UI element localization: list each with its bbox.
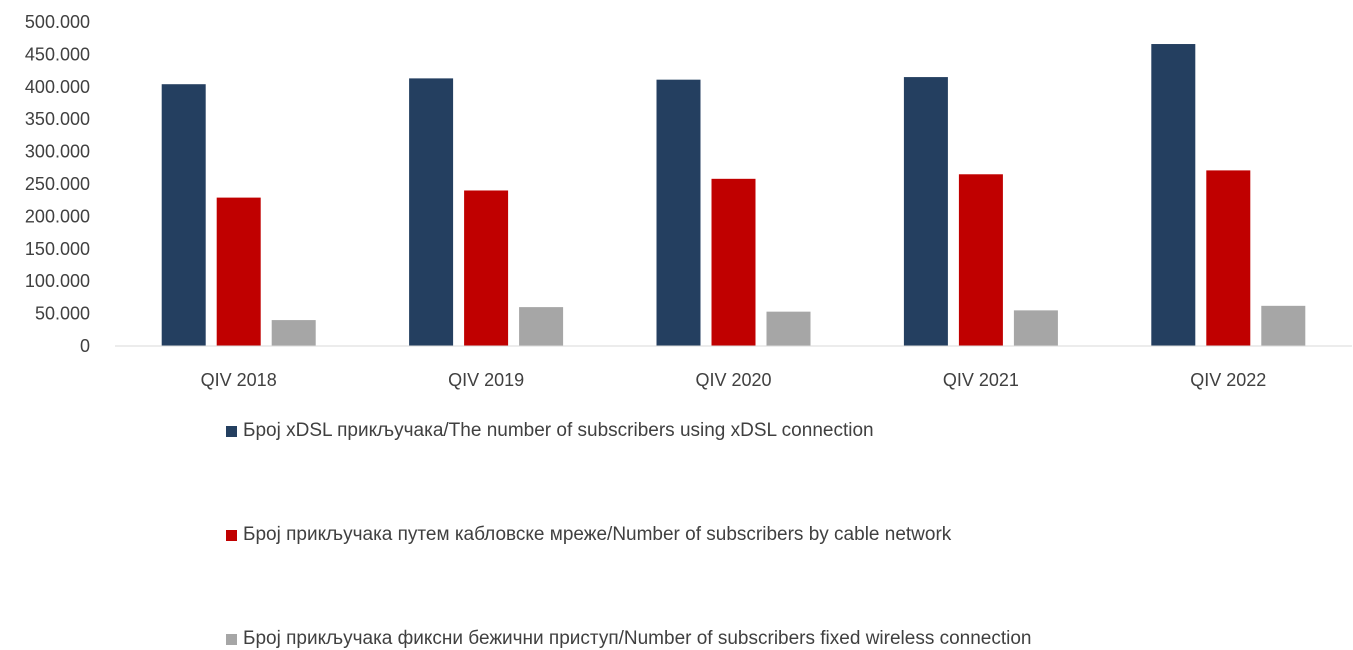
y-axis-tick-labels: 0 50.000 100.000 150.000 200.000 250.000 300.0… [25, 12, 90, 356]
legend-label-xdsl: Број xDSL прикључака/The number of subsc… [243, 420, 874, 441]
bars-group [161, 44, 1306, 346]
bar-cable [958, 174, 1003, 346]
x-tick-label: QIV 2021 [943, 370, 1019, 390]
legend-label-cable: Број прикључака путем кабловске мреже/Nu… [243, 524, 952, 545]
bar-wireless [766, 311, 811, 346]
legend-item-wireless: Број прикључака фиксни бежични приступ/N… [226, 628, 1032, 650]
y-tick-label: 300.000 [25, 142, 90, 162]
bar-xdsl [903, 77, 948, 346]
legend-label-wireless: Број прикључака фиксни бежични приступ/N… [243, 628, 1032, 649]
legend-swatch-cable [226, 529, 237, 541]
x-tick-label: QIV 2018 [201, 370, 277, 390]
y-tick-label: 350.000 [25, 109, 90, 129]
y-tick-label: 150.000 [25, 239, 90, 259]
y-tick-label: 100.000 [25, 271, 90, 291]
bar-wireless [271, 320, 316, 346]
bar-cable [464, 190, 509, 346]
y-tick-label: 500.000 [25, 12, 90, 32]
bar-wireless [519, 307, 564, 346]
bar-chart-plot: 0 50.000 100.000 150.000 200.000 250.000 300.0… [25, 12, 1352, 390]
bar-xdsl [1151, 44, 1196, 346]
y-tick-label: 0 [80, 336, 90, 356]
x-tick-label: QIV 2020 [695, 370, 771, 390]
legend-swatch-xdsl [226, 425, 237, 437]
legend-item-cable: Број прикључака путем кабловске мреже/Nu… [226, 524, 951, 546]
bar-wireless [1261, 305, 1306, 346]
y-tick-label: 450.000 [25, 44, 90, 64]
y-tick-label: 200.000 [25, 206, 90, 226]
bar-xdsl [161, 84, 206, 346]
y-tick-label: 250.000 [25, 174, 90, 194]
x-tick-label: QIV 2022 [1190, 370, 1266, 390]
x-axis-tick-labels: QIV 2018 QIV 2019 QIV 2020 QIV 2021 QIV 2022 [201, 370, 1267, 390]
legend-swatch-wireless [226, 633, 237, 645]
bar-cable [1206, 170, 1251, 346]
bar-cable [216, 197, 261, 346]
x-tick-label: QIV 2019 [448, 370, 524, 390]
bar-xdsl [656, 79, 701, 346]
bar-wireless [1013, 310, 1058, 346]
bar-xdsl [409, 78, 454, 346]
y-tick-label: 400.000 [25, 77, 90, 97]
bar-cable [711, 178, 756, 346]
legend-item-xdsl: Број xDSL прикључака/The number of subsc… [226, 420, 874, 442]
y-tick-label: 50.000 [35, 304, 90, 324]
